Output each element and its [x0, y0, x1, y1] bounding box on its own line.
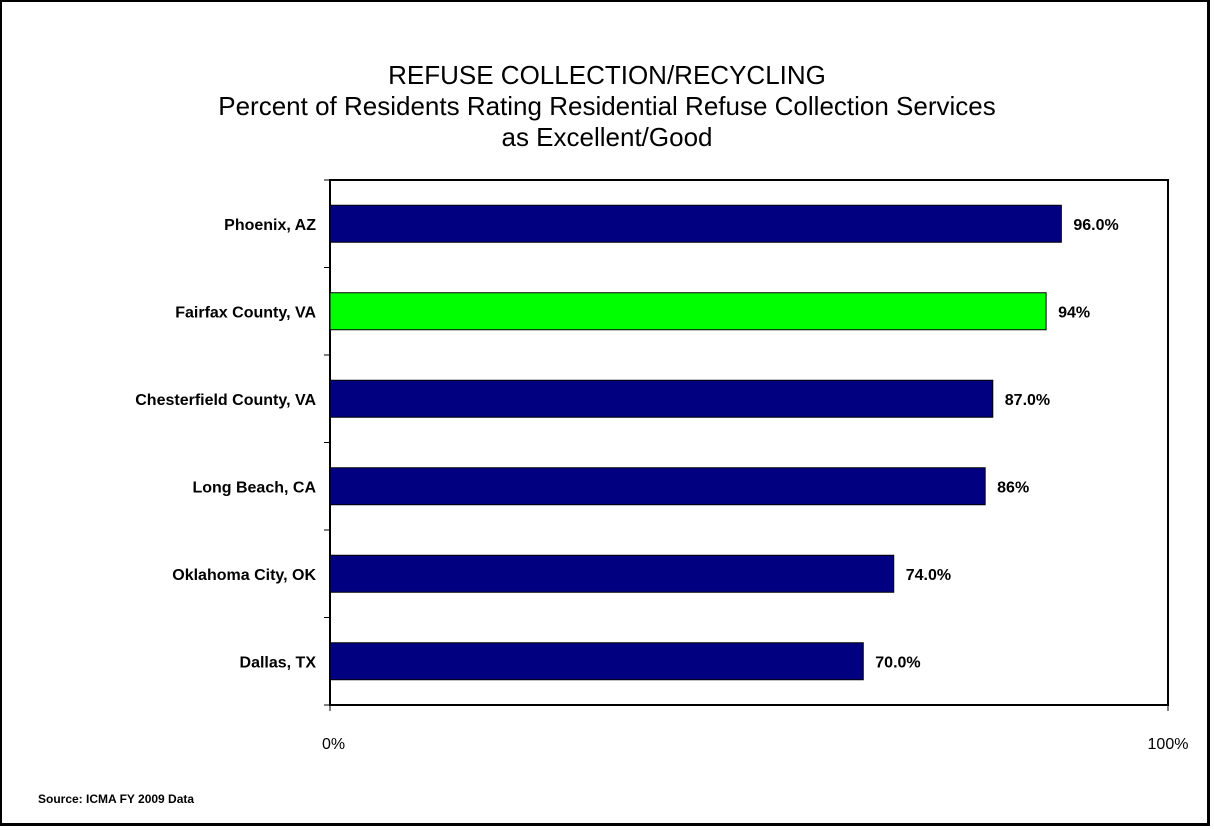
value-label: 87.0%	[1005, 392, 1050, 409]
category-label: Long Beach, CA	[192, 479, 316, 496]
category-label: Oklahoma City, OK	[172, 567, 316, 584]
value-label: 74.0%	[906, 567, 951, 584]
category-label: Phoenix, AZ	[224, 217, 316, 234]
bar	[329, 292, 1047, 331]
bar	[329, 204, 1062, 243]
plot-area	[329, 179, 1169, 706]
category-label: Chesterfield County, VA	[135, 392, 316, 409]
bar	[329, 642, 864, 681]
chart-title-block: REFUSE COLLECTION/RECYCLING Percent of R…	[0, 60, 1214, 153]
category-label: Fairfax County, VA	[175, 304, 316, 321]
value-label: 94%	[1058, 304, 1090, 321]
category-label: Dallas, TX	[240, 654, 317, 671]
chart-subtitle-line-2: as Excellent/Good	[501, 122, 713, 152]
value-label: 96.0%	[1073, 217, 1118, 234]
bar	[329, 379, 994, 418]
chart-title: REFUSE COLLECTION/RECYCLING	[388, 60, 826, 90]
bar	[329, 467, 986, 506]
x-tick-label: 100%	[1148, 736, 1189, 753]
source-note: Source: ICMA FY 2009 Data	[38, 792, 195, 806]
chart-subtitle-line-1: Percent of Residents Rating Residential …	[218, 91, 996, 121]
bar	[329, 554, 895, 593]
x-tick-label: 0%	[322, 736, 345, 753]
value-label: 70.0%	[875, 654, 920, 671]
value-label: 86%	[997, 479, 1029, 496]
